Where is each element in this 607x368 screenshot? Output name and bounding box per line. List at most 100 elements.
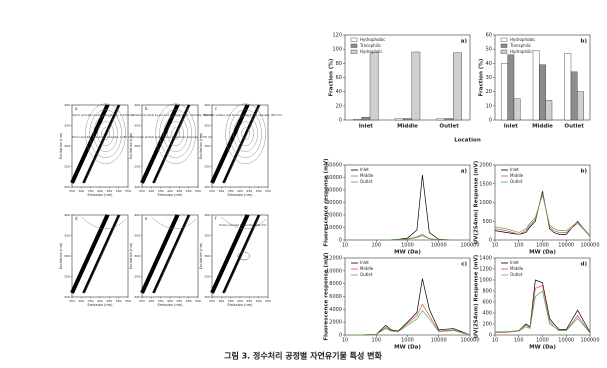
x-tick-label: 400 bbox=[97, 189, 103, 193]
y-axis-label: Excitation (nm) bbox=[129, 242, 133, 269]
y-tick-label: 200 bbox=[204, 295, 210, 299]
y-tick-label: 60 bbox=[486, 33, 492, 39]
legend-label: Outlet bbox=[510, 272, 523, 277]
y-tick-label: 350 bbox=[134, 234, 140, 238]
y-tick-label: 300 bbox=[134, 254, 140, 258]
bar bbox=[501, 63, 508, 121]
x-axis-label: Location bbox=[454, 138, 481, 144]
y-tick-label: 350 bbox=[204, 124, 210, 128]
panel-label: d) bbox=[581, 262, 588, 268]
y-tick-label: 8000 bbox=[329, 281, 342, 287]
legend-label: Transphilic bbox=[359, 43, 381, 48]
x-tick-label: 250 bbox=[139, 299, 145, 303]
y-tick-label: 250 bbox=[204, 165, 210, 169]
x-tick-label: 1000 bbox=[401, 338, 414, 344]
x-tick-label: 350 bbox=[158, 299, 164, 303]
y-axis-label: Excitation (nm) bbox=[199, 132, 203, 159]
y-tick-label: 0 bbox=[489, 238, 492, 244]
y-tick-label: 600 bbox=[482, 300, 492, 306]
y-tick-label: 350 bbox=[64, 234, 70, 238]
panel-label: a) bbox=[461, 39, 468, 45]
x-tick-label: 100 bbox=[514, 338, 524, 344]
x-tick-label: 550 bbox=[195, 299, 201, 303]
contour bbox=[163, 115, 188, 152]
y-axis-label: Excitation (nm) bbox=[129, 132, 133, 159]
x-tick-label: 500 bbox=[186, 299, 192, 303]
panel-label: b) bbox=[581, 39, 588, 45]
y-tick-label: 250 bbox=[134, 275, 140, 279]
legend-label: Outlet bbox=[360, 272, 373, 277]
x-tick-label: 10000 bbox=[558, 243, 574, 249]
y-tick-label: 250 bbox=[134, 165, 140, 169]
y-tick-label: 250 bbox=[64, 165, 70, 169]
bar bbox=[444, 118, 454, 121]
y-tick-label: 50000 bbox=[326, 175, 342, 181]
bar bbox=[361, 116, 371, 121]
bar bbox=[353, 119, 362, 121]
x-axis-label: Emission (nm) bbox=[157, 193, 183, 197]
x-tick-label: 350 bbox=[158, 189, 164, 193]
bar bbox=[513, 98, 521, 121]
x-tick-label: 500 bbox=[256, 189, 262, 193]
legend-swatch bbox=[500, 43, 508, 48]
x-axis-label: Emission (nm) bbox=[87, 193, 113, 197]
contour bbox=[155, 103, 196, 164]
x-tick-label: Middle bbox=[532, 124, 553, 130]
y-axis-label: Excitation (nm) bbox=[199, 242, 203, 269]
y-tick-label: 400 bbox=[482, 311, 492, 317]
x-tick-label: 550 bbox=[125, 189, 131, 193]
y-tick-label: 10000 bbox=[326, 268, 342, 274]
x-tick-label: Outlet bbox=[564, 124, 584, 130]
contour bbox=[101, 127, 110, 140]
bar bbox=[539, 64, 546, 121]
y-tick-label: 200 bbox=[134, 295, 140, 299]
scatter-band bbox=[154, 214, 191, 294]
line-series bbox=[494, 193, 591, 236]
x-tick-label: 350 bbox=[88, 299, 94, 303]
scatter-band bbox=[224, 214, 261, 294]
x-tick-label: 450 bbox=[106, 189, 112, 193]
y-tick-label: 300 bbox=[64, 254, 70, 258]
contour-lines bbox=[140, 214, 197, 294]
contour-lines bbox=[70, 214, 127, 294]
y-tick-label: 1200 bbox=[479, 267, 492, 273]
bar bbox=[403, 118, 412, 121]
line-series bbox=[495, 290, 591, 334]
panel-label: c) bbox=[461, 262, 467, 268]
scatter-band bbox=[84, 214, 121, 294]
legend-swatch bbox=[350, 37, 358, 42]
y-axis-label: Fraction (%) bbox=[479, 58, 485, 96]
y-tick-label: 0 bbox=[339, 333, 342, 339]
y-tick-label: 50 bbox=[486, 47, 492, 53]
contour-lines bbox=[140, 103, 196, 184]
contour bbox=[221, 216, 267, 230]
panel-letter: a bbox=[75, 106, 78, 111]
x-axis-label: Emission (nm) bbox=[157, 303, 183, 307]
bar bbox=[532, 50, 540, 121]
y-tick-label: 400 bbox=[204, 103, 210, 107]
bar bbox=[436, 118, 446, 121]
x-tick-label: 10 bbox=[342, 243, 348, 249]
panel-letter: e bbox=[145, 216, 148, 221]
x-tick-label: 500 bbox=[256, 299, 262, 303]
annotation: Humic acid like (maximum intensity: 2,47… bbox=[72, 113, 134, 117]
scatter-band bbox=[224, 104, 261, 184]
x-tick-label: 1000 bbox=[536, 243, 549, 249]
line-series bbox=[345, 310, 471, 336]
panel-letter: b bbox=[145, 106, 148, 111]
x-tick-label: 10000 bbox=[558, 338, 574, 344]
bar bbox=[577, 91, 584, 121]
caption: 그림 3. 정수처리 공정별 자연유기물 특성 변화 bbox=[224, 351, 382, 361]
x-tick-label: 550 bbox=[265, 299, 271, 303]
x-tick-label: 100000 bbox=[460, 243, 479, 249]
x-axis-label: Emission (nm) bbox=[227, 303, 253, 307]
contour bbox=[237, 251, 250, 261]
y-tick-label: 40 bbox=[486, 61, 492, 67]
x-tick-label: 300 bbox=[218, 299, 224, 303]
x-tick-label: 500 bbox=[116, 299, 122, 303]
y-tick-label: 30000 bbox=[326, 200, 342, 206]
legend-label: Transphilic bbox=[509, 43, 531, 48]
contour bbox=[237, 121, 254, 146]
contour bbox=[89, 109, 122, 158]
y-tick-label: 400 bbox=[204, 213, 210, 217]
